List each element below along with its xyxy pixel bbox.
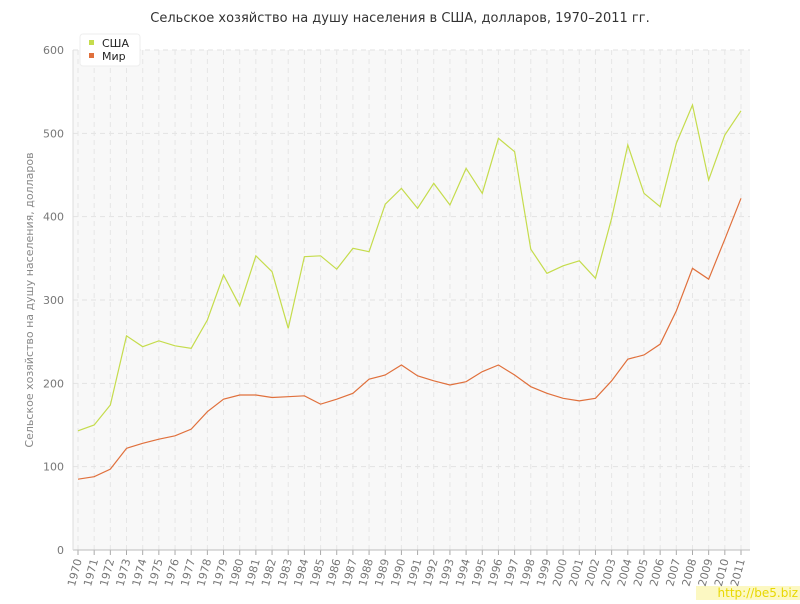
watermark-bg [696,586,800,600]
y-tick-label: 600 [43,44,64,57]
y-tick-label: 300 [43,294,64,307]
series-line [77,198,742,480]
y-tick-label: 100 [43,461,64,474]
series-line [77,103,742,432]
legend-swatch [89,40,94,45]
legend-label: США [102,37,129,50]
chart-title: Сельское хозяйство на душу населения в С… [150,11,649,26]
watermark: http://be5.biz [718,586,798,600]
y-axis-label: Сельское хозяйство на душу населения, до… [23,152,36,447]
y-tick-label: 500 [43,127,64,140]
legend-swatch [89,53,94,58]
y-tick-label: 400 [43,211,64,224]
legend-label: Мир [102,50,126,63]
legend-box [79,33,141,67]
y-tick-label: 200 [43,377,64,390]
y-tick-label: 0 [57,544,64,557]
